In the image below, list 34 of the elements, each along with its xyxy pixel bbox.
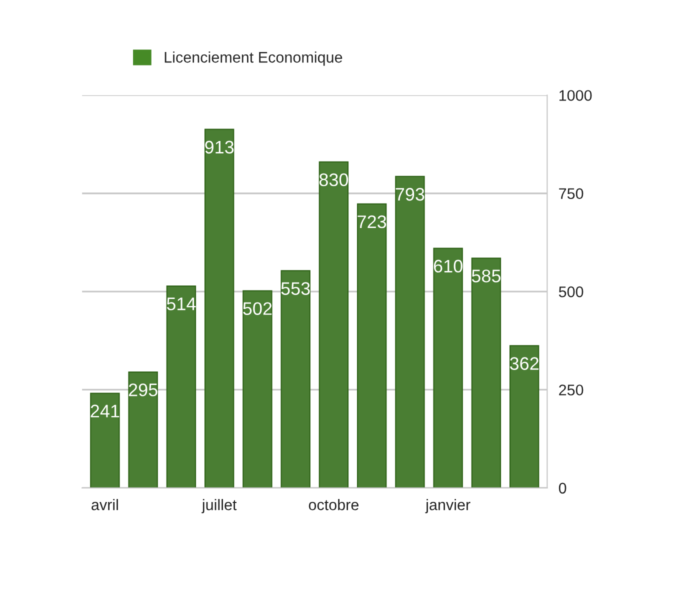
data-label: 514: [166, 298, 196, 310]
bar: [204, 128, 234, 488]
bar: [471, 258, 502, 488]
bar: [128, 372, 158, 488]
legend-label: Licenciement Economique: [164, 52, 342, 66]
x-tick-label: avril: [92, 499, 118, 510]
data-label: 362: [510, 357, 538, 370]
data-label: 585: [472, 270, 501, 282]
y-tick-label: 250: [559, 384, 584, 396]
y-tick-label: 0: [558, 482, 566, 494]
bar: [90, 392, 120, 488]
data-label: 793: [396, 188, 424, 201]
x-tick-label: juillet: [202, 499, 237, 514]
bar: [509, 345, 540, 488]
y-tick-label: 500: [558, 286, 584, 298]
bar: [395, 176, 425, 488]
y-tick-label: 1000: [559, 90, 592, 101]
data-label: 502: [243, 302, 272, 315]
data-label: 553: [281, 282, 310, 295]
data-label: 723: [358, 215, 386, 228]
bar: [280, 270, 310, 488]
x-tick-label: octobre: [308, 499, 359, 510]
bar: [433, 248, 463, 488]
data-label: 913: [205, 140, 234, 154]
bar: [356, 203, 387, 488]
bar: [242, 290, 272, 488]
data-label: 241: [90, 404, 120, 418]
y-tick-label: 750: [559, 188, 584, 200]
bar: [166, 285, 196, 488]
data-label: 610: [434, 260, 462, 273]
data-label: 830: [319, 173, 348, 186]
bar: [318, 161, 349, 488]
data-label: 295: [128, 383, 158, 396]
x-tick-label: janvier: [425, 499, 470, 514]
